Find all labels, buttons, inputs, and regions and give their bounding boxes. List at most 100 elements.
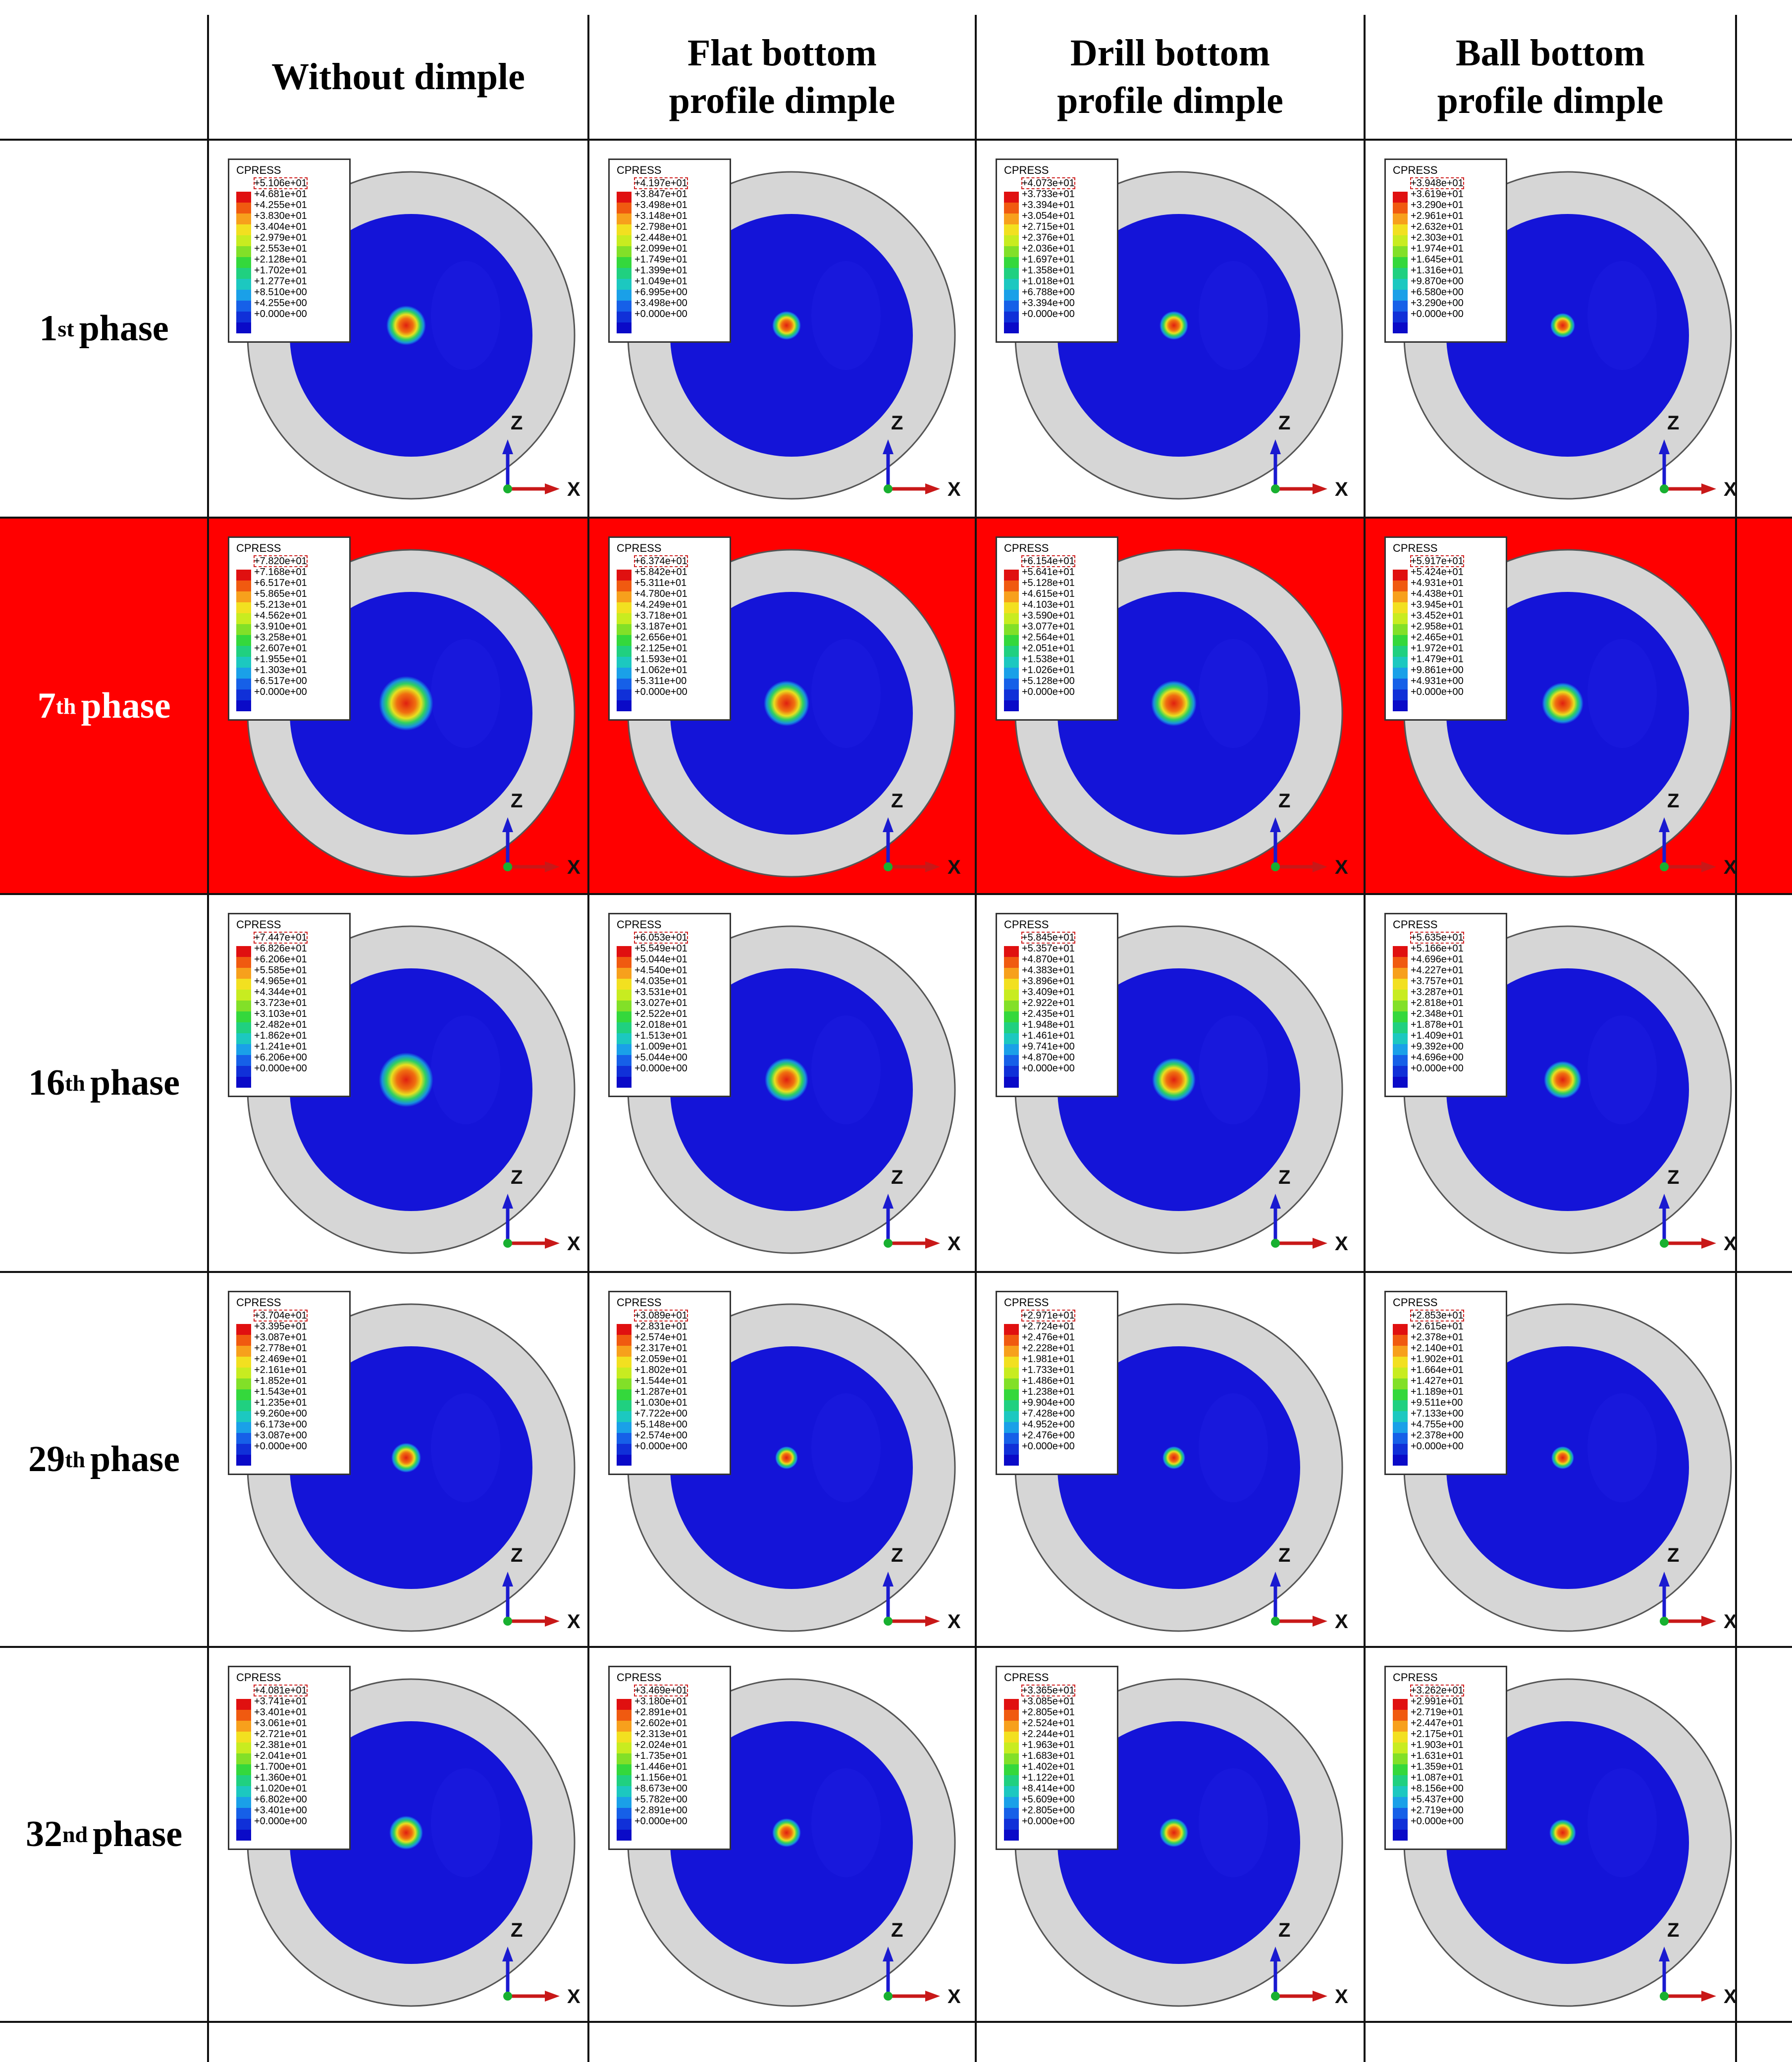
legend-color-swatch (236, 1753, 251, 1764)
pressure-hotspot (379, 1053, 433, 1107)
legend-color-swatch (1004, 581, 1019, 591)
legend-value: +3.409e+01 (1022, 987, 1075, 998)
legend-color-swatch (236, 279, 251, 290)
z-arrow-head (1659, 1194, 1670, 1209)
legend-value: +2.798e+01 (634, 221, 687, 232)
legend-color-swatch (236, 246, 251, 257)
legend-color-swatch (1393, 679, 1408, 689)
legend-value: +1.972e+01 (1411, 643, 1464, 654)
legend-color-swatch (1004, 1055, 1019, 1066)
cpress-legend: CPRESS +4.197e+01 +3.847e+01 +3.498e+01 +3.1… (608, 159, 731, 343)
legend-value: +3.704e+01 (254, 1310, 308, 1322)
x-axis-label: X (1335, 1611, 1348, 1633)
legend-value: +6.053e+01 (634, 932, 688, 944)
legend-color-swatch (1393, 322, 1408, 333)
legend-color-swatch (1393, 1830, 1408, 1841)
legend-color-swatch (236, 224, 251, 235)
legend-color-swatch (1004, 591, 1019, 602)
legend-color-swatch (617, 1011, 632, 1022)
legend-value: +1.852e+01 (254, 1375, 307, 1386)
cpress-legend: CPRESS +3.948e+01 +3.619e+01 +3.290e+01 +2.9… (1384, 159, 1507, 343)
legend-value: +1.878e+01 (1411, 1019, 1464, 1030)
legend-color-swatch (617, 1786, 632, 1797)
legend-value: +3.948e+01 (1410, 177, 1464, 189)
legend-value: +3.085e+01 (1022, 1696, 1075, 1707)
legend-color-swatch (1004, 1033, 1019, 1044)
legend-color-swatch (617, 279, 632, 290)
legend-color-swatch (1393, 689, 1408, 700)
legend-value: +0.000e+00 (1022, 687, 1075, 697)
legend-colorbar (1004, 570, 1019, 711)
z-arrow-head (502, 1194, 513, 1209)
legend-color-swatch (236, 1699, 251, 1710)
legend-value: +3.290e+00 (1411, 298, 1464, 309)
legend-value: +0.000e+00 (1411, 309, 1464, 319)
legend-color-swatch (1393, 1710, 1408, 1721)
legend-colorbar (617, 946, 632, 1088)
legend-value: +6.995e+00 (634, 287, 687, 298)
z-axis-label: Z (1278, 1544, 1290, 1566)
legend-color-swatch (617, 1721, 632, 1732)
legend-color-swatch (617, 257, 632, 268)
legend-value: +5.311e+00 (634, 676, 687, 687)
legend-value: +6.173e+00 (254, 1419, 307, 1430)
legend-value: +6.206e+01 (254, 954, 307, 965)
legend-values: +5.106e+01 +4.681e+01 +4.255e+01 +3.830e+01… (254, 177, 308, 319)
legend-value: +1.446e+01 (634, 1761, 687, 1772)
legend-value: +1.955e+01 (254, 654, 307, 665)
legend-color-swatch (1393, 1808, 1408, 1819)
legend-color-swatch (236, 1433, 251, 1444)
legend-color-swatch (617, 1732, 632, 1743)
x-arrow-head (925, 1991, 940, 2002)
legend-color-swatch (1393, 946, 1408, 957)
legend-color-swatch (617, 1033, 632, 1044)
legend-value: +2.778e+01 (254, 1343, 307, 1354)
legend-values: +2.971e+01 +2.724e+01 +2.476e+01 +2.228e+01… (1021, 1310, 1075, 1452)
z-axis-label: Z (511, 1919, 523, 1941)
legend-color-swatch (1004, 1077, 1019, 1088)
column-header-line2: profile dimple (1057, 80, 1283, 121)
column-header-text: Without dimple (271, 53, 525, 101)
legend-color-swatch (236, 968, 251, 979)
legend-values: +7.447e+01 +6.826e+01 +6.206e+01 +5.585e+01… (254, 932, 308, 1074)
cpress-legend: CPRESS +2.853e+01 +2.615e+01 +2.378e+01 +2.1… (1384, 1291, 1507, 1475)
legend-color-swatch (236, 235, 251, 246)
contour-plot-graphic: ZX (1014, 925, 1348, 1255)
legend-value: +2.724e+01 (1022, 1321, 1075, 1332)
legend-value: +2.435e+01 (1022, 1008, 1075, 1019)
legend-color-swatch (1393, 570, 1408, 581)
legend-value: +1.235e+01 (254, 1397, 307, 1408)
cpress-legend: CPRESS +6.154e+01 +5.641e+01 +5.128e+01 +4.6… (996, 536, 1118, 721)
x-arrow-head (545, 483, 560, 494)
legend-color-swatch (236, 602, 251, 613)
legend-value: +2.465e+01 (1411, 632, 1464, 643)
legend-color-swatch (1004, 1011, 1019, 1022)
legend-value: +4.965e+01 (254, 976, 307, 987)
legend-color-swatch (1004, 1335, 1019, 1346)
z-axis-label: Z (891, 412, 903, 434)
legend-value: +6.517e+01 (254, 578, 307, 588)
disk-shading (1587, 1393, 1657, 1502)
disk-shading (811, 639, 881, 748)
legend-value: +2.175e+01 (1411, 1729, 1464, 1740)
z-arrow-head (502, 439, 513, 454)
legend-color-swatch (617, 1710, 632, 1721)
legend-value: +3.945e+01 (1411, 599, 1464, 610)
x-arrow-head (925, 861, 940, 872)
legend-value: +2.971e+01 (1021, 1310, 1075, 1322)
legend-color-swatch (617, 679, 632, 689)
legend-value: +4.344e+01 (254, 987, 307, 998)
legend-color-swatch (1004, 279, 1019, 290)
legend-color-swatch (1004, 946, 1019, 957)
legend-value: +8.673e+00 (634, 1783, 687, 1794)
pressure-hotspot (765, 1058, 808, 1102)
legend-color-swatch (1393, 957, 1408, 968)
row-header-label: phase (81, 685, 171, 726)
z-axis-label: Z (511, 1166, 523, 1188)
legend-color-swatch (236, 1066, 251, 1077)
x-axis-label: X (1724, 478, 1737, 500)
legend-color-swatch (617, 1433, 632, 1444)
legend-value: +4.540e+01 (634, 965, 687, 976)
legend-value: +2.574e+00 (634, 1430, 687, 1441)
legend-value: +5.128e+01 (1022, 578, 1075, 588)
